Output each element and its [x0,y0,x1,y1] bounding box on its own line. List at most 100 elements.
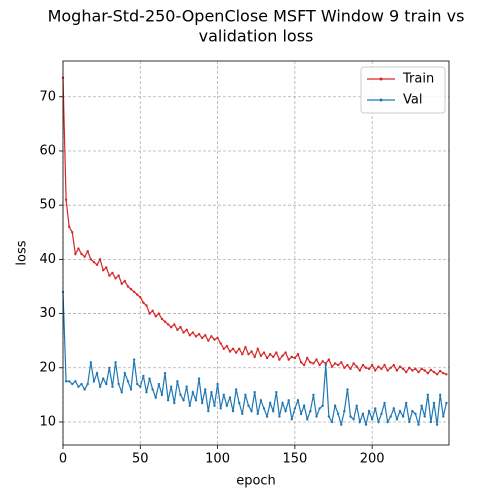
point [290,355,293,359]
point [111,271,114,275]
point [166,399,170,402]
point [108,366,111,369]
point [182,331,185,334]
point [374,407,377,410]
point [426,371,430,375]
point [262,407,266,410]
point [86,250,89,253]
point [278,358,281,361]
point [136,293,139,296]
point [309,409,312,413]
point [228,396,232,399]
point [265,356,269,360]
point [231,409,235,413]
point [330,365,334,368]
point [377,365,380,368]
point [117,382,120,386]
point [340,423,343,426]
point [340,361,343,364]
point [299,361,303,364]
point [210,335,213,338]
point [272,355,275,359]
point [101,269,105,272]
point [333,404,337,407]
point [139,296,142,299]
point [154,396,157,399]
point [71,231,74,234]
point [213,338,216,341]
point [417,370,420,374]
point [213,404,216,407]
y-tick-label: 10 [39,414,56,429]
point [151,309,154,313]
point [417,423,420,426]
y-tick-label: 30 [39,306,56,321]
point [157,382,161,386]
point [401,367,405,371]
point [207,339,210,342]
point [401,415,405,418]
point [114,277,117,280]
point [111,385,114,388]
point [77,385,80,388]
point [80,252,83,256]
point [423,369,426,372]
point [306,418,309,421]
point [315,415,318,418]
point [287,358,290,361]
point [92,380,96,383]
point [438,393,442,397]
point [306,356,309,360]
point [154,315,157,318]
point [114,361,117,364]
point [395,369,399,372]
point [336,412,340,416]
point [429,420,433,424]
legend-marker [379,98,383,102]
point [343,409,346,413]
point [355,404,358,407]
point [321,404,324,407]
point [315,358,318,361]
point [200,401,204,405]
point [404,401,408,405]
point [321,360,324,363]
point [182,399,185,402]
point [392,363,396,367]
point [420,367,423,371]
point [123,279,127,283]
point [204,334,207,337]
point [120,390,123,394]
y-tick-label: 40 [39,252,56,267]
point [398,409,402,413]
point [324,363,327,367]
point [259,399,263,402]
y-axis-label: loss [15,240,30,265]
point [222,393,225,397]
point [247,353,250,356]
point [86,382,89,386]
point [299,412,303,416]
point [191,331,195,334]
point [420,404,423,407]
legend-marker [379,77,383,81]
point [163,371,167,375]
x-tick-label: 50 [132,452,149,467]
point [194,399,198,402]
point [71,382,74,386]
x-tick-label: 150 [282,452,307,467]
point [105,382,108,386]
point [312,393,315,397]
point [142,301,145,304]
point [287,399,290,402]
point [386,420,389,424]
point [145,390,148,394]
point [318,407,321,410]
point [179,393,182,397]
point [191,390,195,394]
point [253,355,256,359]
point [361,363,365,367]
series-line [62,77,447,376]
point [438,369,442,373]
point [176,380,179,383]
